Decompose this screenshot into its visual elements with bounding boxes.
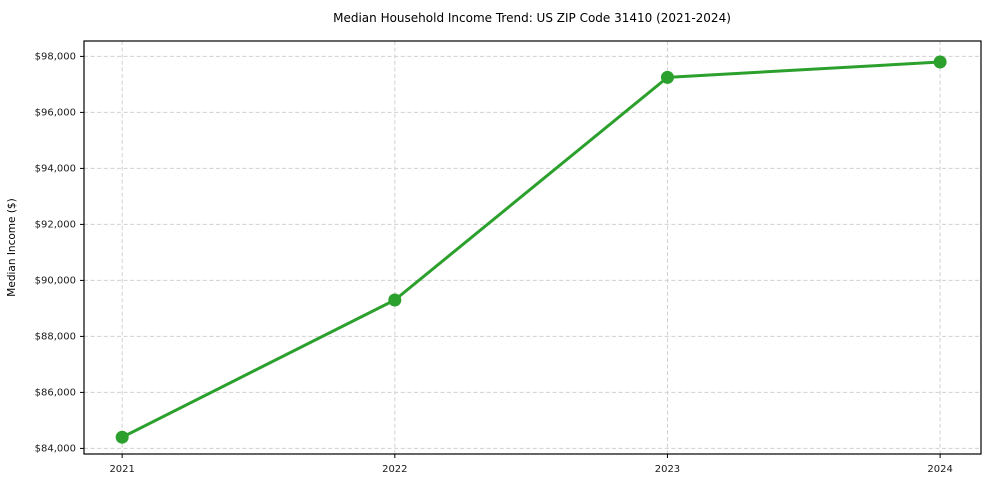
y-tick-label: $98,000: [35, 52, 76, 63]
data-point: [115, 430, 129, 444]
data-point: [933, 55, 947, 69]
plot-border: [83, 40, 982, 455]
trend-line: [120, 60, 942, 439]
x-tick-label: 2023: [655, 464, 680, 475]
x-tick-label: 2022: [382, 464, 407, 475]
data-point: [660, 70, 674, 84]
y-tick-label: $88,000: [35, 332, 76, 343]
chart-title: Median Household Income Trend: US ZIP Co…: [333, 11, 731, 25]
y-tick-label: $92,000: [35, 220, 76, 231]
plot-area: $84,000 $86,000 $88,000 $90,000 $92,000 $94,0…: [35, 40, 982, 475]
y-axis-label: Median Income ($): [6, 198, 18, 296]
y-tick-label: $90,000: [35, 276, 76, 287]
y-tick-label: $86,000: [35, 388, 76, 399]
y-tick-label: $96,000: [35, 108, 76, 119]
y-tick-label: $94,000: [35, 164, 76, 175]
data-point: [388, 293, 402, 307]
y-tick-label: $84,000: [35, 444, 76, 455]
x-tick-label: 2021: [109, 464, 134, 475]
x-tick-label: 2024: [927, 464, 952, 475]
